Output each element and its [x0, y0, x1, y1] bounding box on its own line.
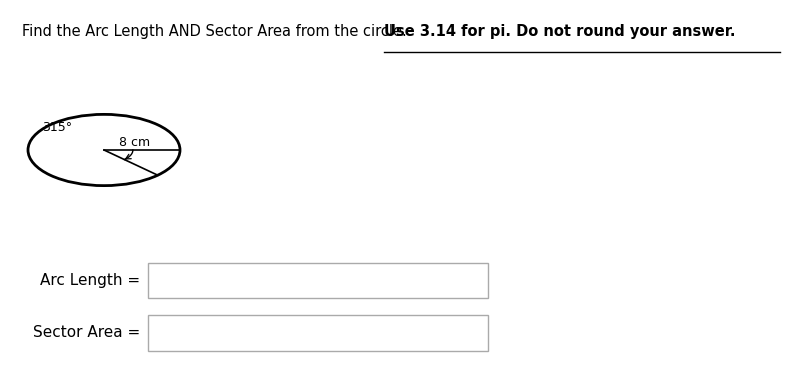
Text: Arc Length =: Arc Length =: [40, 273, 140, 288]
FancyBboxPatch shape: [148, 315, 488, 351]
FancyBboxPatch shape: [148, 262, 488, 298]
Text: Find the Arc Length AND Sector Area from the circle.: Find the Arc Length AND Sector Area from…: [22, 24, 412, 39]
Text: Use 3.14 for pi. Do not round your answer.: Use 3.14 for pi. Do not round your answe…: [384, 24, 735, 39]
Text: 315°: 315°: [42, 122, 72, 134]
Text: 8 cm: 8 cm: [119, 136, 150, 148]
Text: Sector Area =: Sector Area =: [33, 325, 140, 340]
